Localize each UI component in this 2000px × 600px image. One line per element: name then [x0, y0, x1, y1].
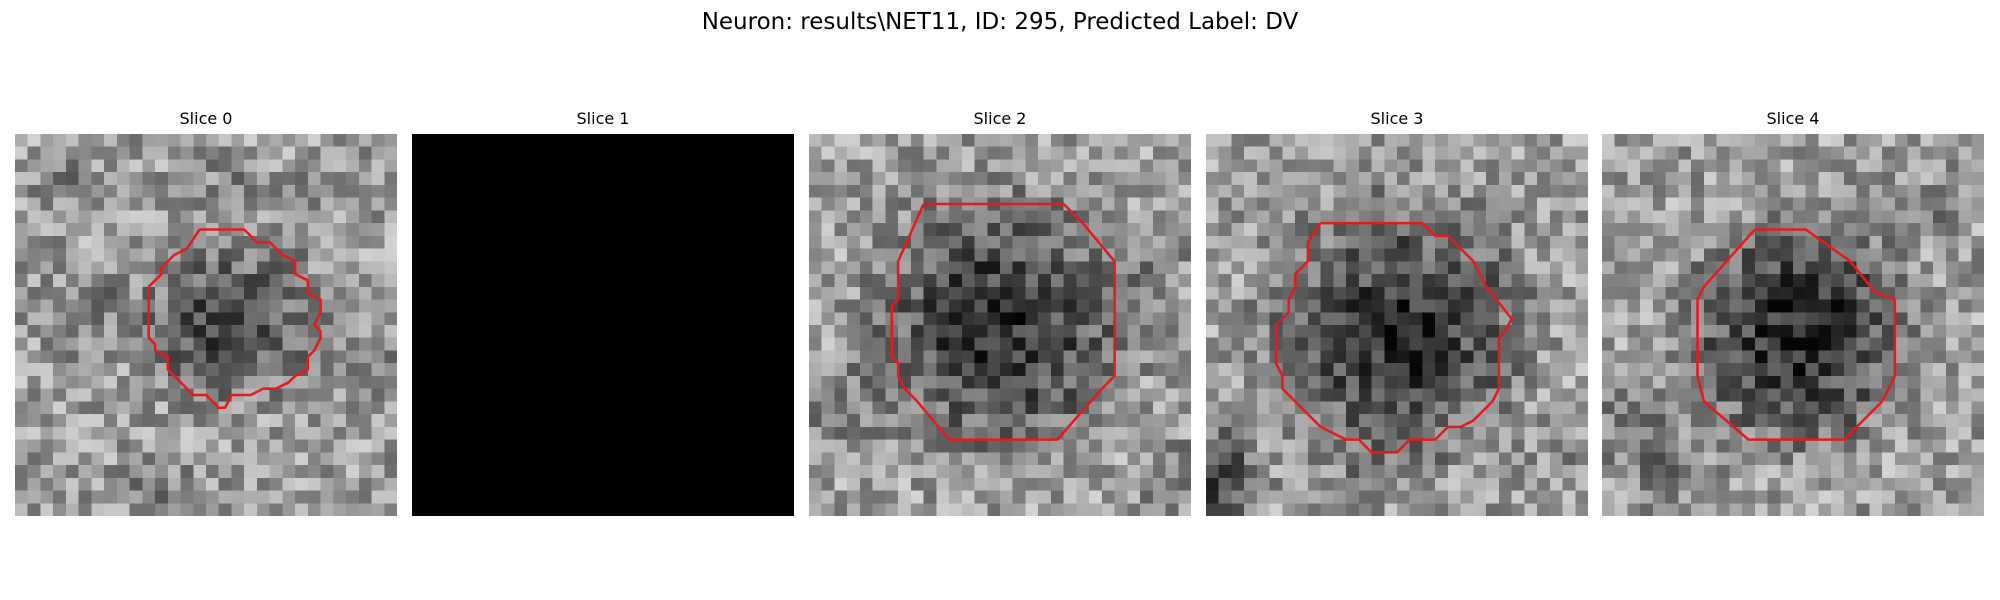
slice-title-3: Slice 3 — [1370, 109, 1424, 128]
slice-image-0 — [15, 134, 397, 516]
neuron-contour — [1696, 228, 1897, 441]
pixel-grid — [1602, 134, 1984, 516]
slice-title-4: Slice 4 — [1766, 109, 1820, 128]
figure-title: Neuron: results\NET11, ID: 295, Predicte… — [701, 9, 1299, 35]
slice-title-0: Slice 0 — [179, 109, 233, 128]
slice-title-2: Slice 2 — [973, 109, 1027, 128]
blank-slice-fill — [412, 134, 794, 516]
neuron-contour — [147, 228, 322, 410]
pixel-grid — [809, 134, 1191, 516]
slice-image-1 — [412, 134, 794, 516]
pixel-grid — [15, 134, 397, 516]
pixel-grid — [1206, 134, 1588, 516]
neuron-contour — [890, 202, 1116, 441]
slice-image-2 — [809, 134, 1191, 516]
slice-image-4 — [1602, 134, 1984, 516]
neuron-contour — [1274, 221, 1513, 454]
slice-title-1: Slice 1 — [576, 109, 630, 128]
slice-image-3 — [1206, 134, 1588, 516]
